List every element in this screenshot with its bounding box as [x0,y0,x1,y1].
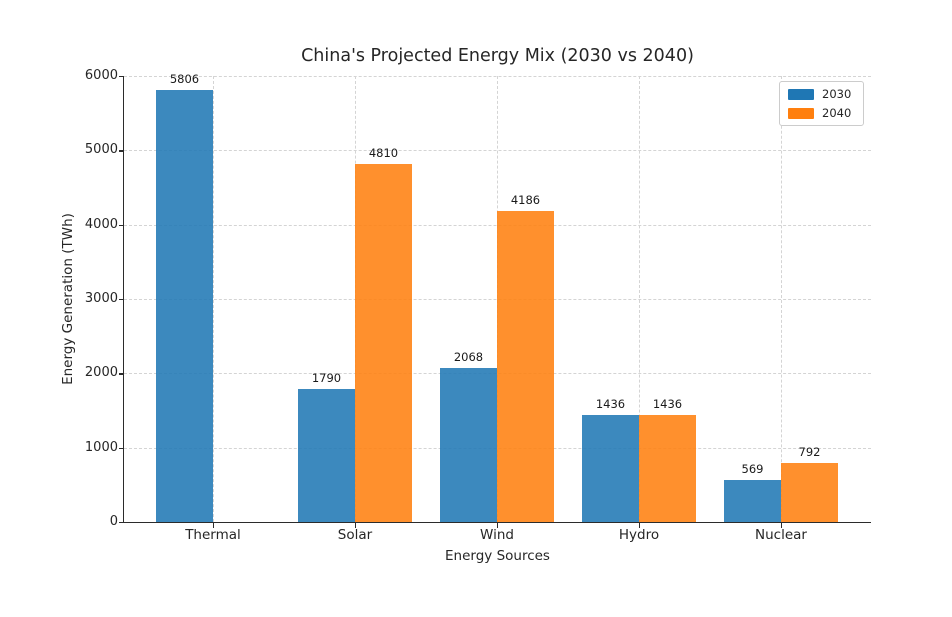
y-tick-mark [119,373,124,375]
bar-value-label: 1436 [652,397,683,412]
y-tick-mark [119,299,124,301]
plot-area: 5806 1790 2068 1436 569 4810 4186 1436 792 [124,72,871,522]
bar-value-label: 2068 [453,350,484,365]
gridline-vertical [639,76,640,522]
bar-value-label: 792 [798,445,821,460]
y-tick-mark [119,76,124,78]
x-tick-mark [355,523,357,528]
gridline-vertical [781,76,782,522]
legend-entry-2040: 2040 [788,107,855,120]
bar-2040-solar [355,164,412,522]
y-tick-mark [119,522,124,524]
y-tick-mark [119,150,124,152]
legend: 2030 2040 [779,81,864,126]
gridline-vertical [213,76,214,522]
x-tick-label: Wind [480,527,514,543]
legend-entry-2030: 2030 [788,88,855,101]
bar-2030-thermal [156,90,213,522]
y-tick-label: 5000 [84,142,118,158]
bar-2040-hydro [639,415,696,522]
bar-value-label: 4186 [510,192,541,207]
y-tick-label: 3000 [84,291,118,306]
bar-value-label: 5806 [169,72,200,87]
y-tick-label: 0 [109,514,118,529]
x-tick-mark [213,523,215,528]
legend-swatch-2030 [788,89,814,100]
bar-2040-nuclear [781,463,838,522]
bar-2030-wind [440,368,497,522]
legend-swatch-2040 [788,108,814,119]
chart-title: China's Projected Energy Mix (2030 vs 20… [301,46,694,66]
x-tick-label: Solar [337,527,373,543]
y-tick-mark [119,447,124,449]
x-tick-label: Thermal [185,527,241,543]
x-tick-label: Hydro [618,527,660,543]
bar-2040-wind [497,210,554,522]
x-axis-line [123,522,871,524]
x-axis-label: Energy Sources [445,548,550,564]
x-tick-mark [497,523,499,528]
bar-value-label: 569 [741,461,764,476]
bar-2030-nuclear [724,479,781,522]
y-tick-label: 2000 [84,365,118,381]
bar-value-label: 1790 [311,370,342,385]
bar-2030-hydro [582,415,639,522]
bar-2030-solar [298,388,355,522]
y-tick-label: 4000 [84,216,118,232]
y-tick-label: 6000 [84,68,118,83]
legend-label: 2040 [822,106,852,120]
x-tick-mark [639,523,641,528]
y-tick-label: 1000 [84,439,118,455]
x-tick-label: Nuclear [755,527,807,543]
bar-value-label: 4810 [368,146,399,161]
x-tick-mark [781,523,783,528]
legend-label: 2030 [822,87,852,101]
bar-value-label: 1436 [595,397,626,412]
y-tick-mark [119,224,124,226]
